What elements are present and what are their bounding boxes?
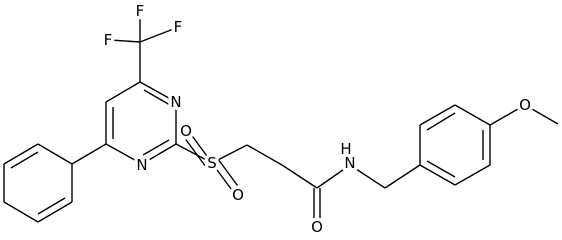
- atom-label: O: [232, 186, 244, 204]
- atom-label: H: [340, 140, 351, 158]
- atom-label: N: [136, 156, 147, 174]
- atom-label: F: [174, 18, 183, 36]
- atom-label: O: [519, 96, 531, 114]
- atom-label: F: [104, 31, 113, 49]
- atom-label: N: [170, 93, 181, 111]
- atom-labels: F F F N N S O O O N H O: [100, 0, 534, 238]
- atom-label: O: [180, 122, 192, 140]
- atom-label: N: [344, 154, 355, 172]
- atom-label: S: [207, 154, 217, 172]
- atom-label: O: [311, 218, 323, 236]
- atom-label: F: [136, 2, 145, 20]
- bonds: [3, 12, 559, 226]
